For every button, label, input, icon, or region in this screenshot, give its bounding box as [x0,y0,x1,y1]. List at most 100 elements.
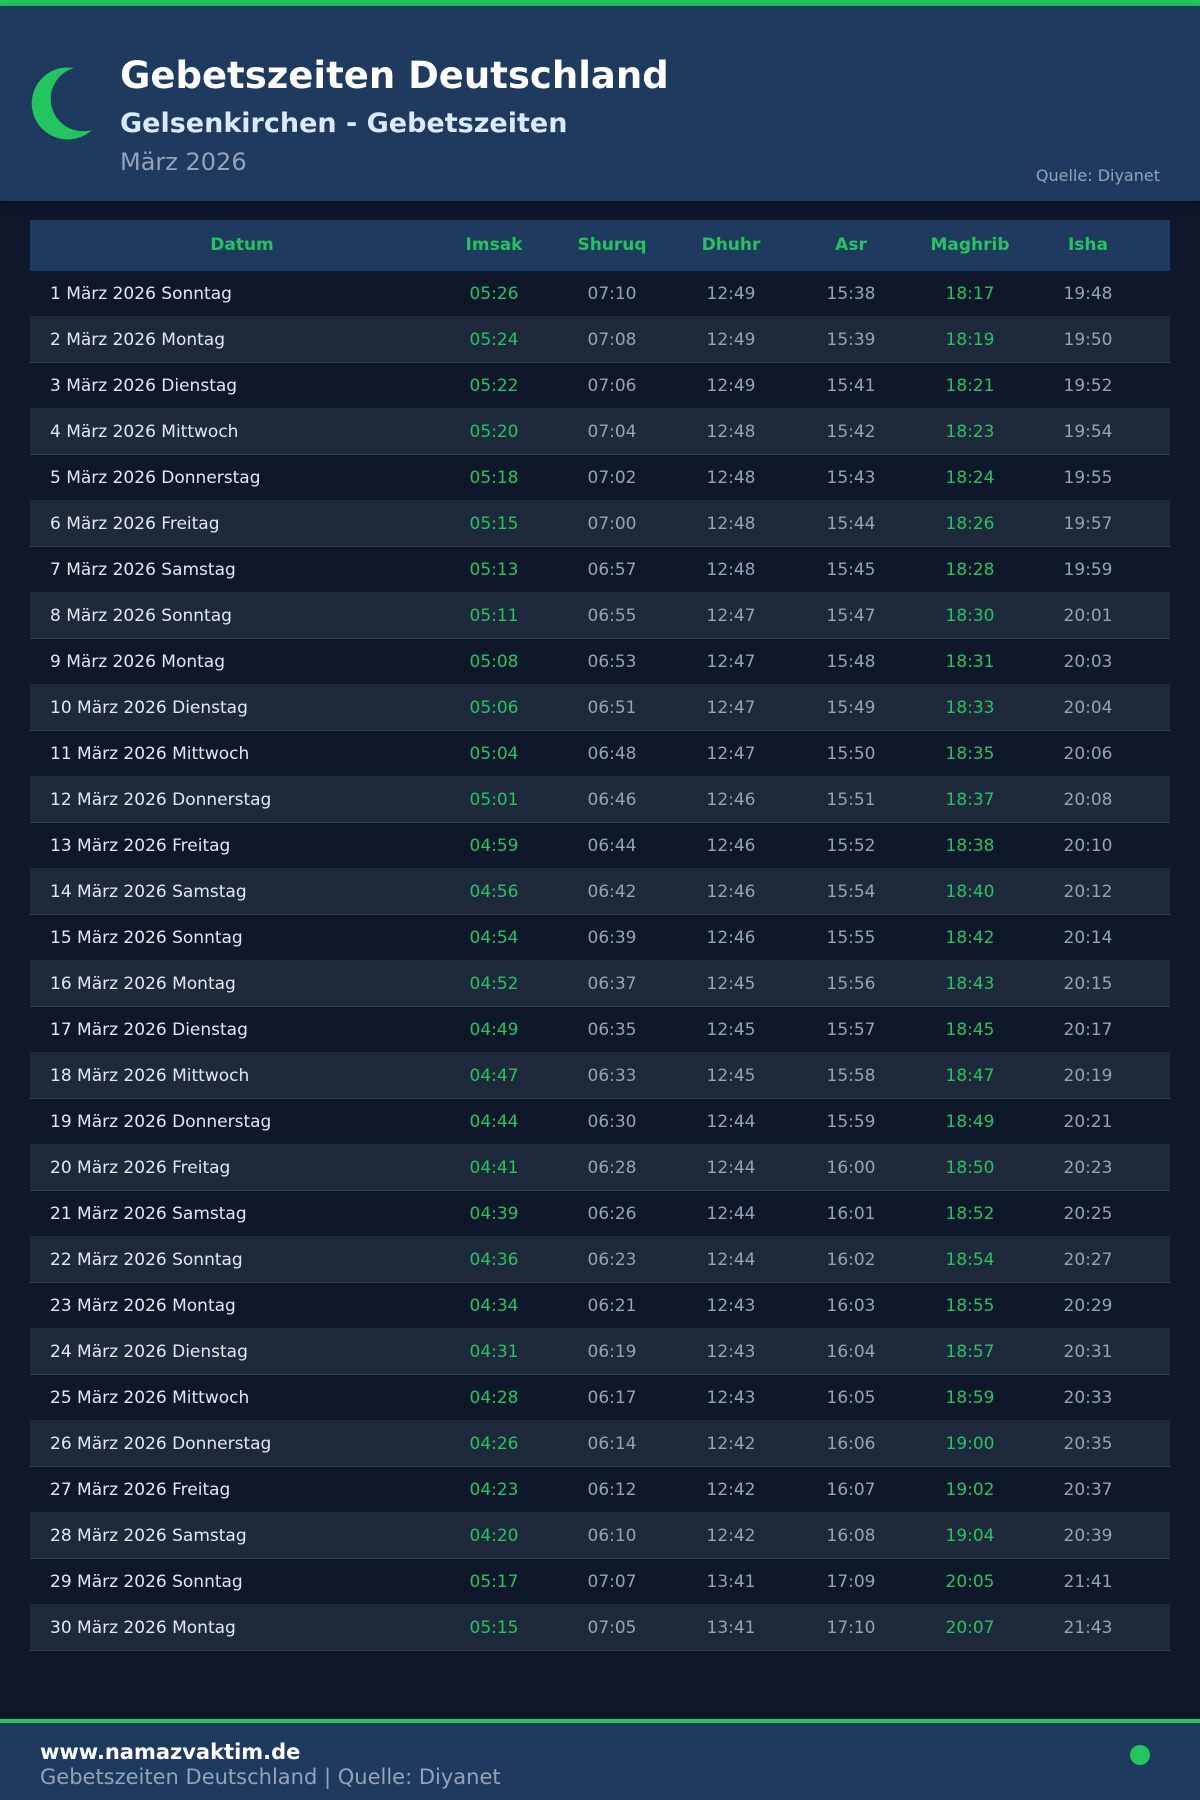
column-header-datum: Datum [210,235,274,255]
cell-asr: 15:43 [826,468,876,488]
cell-asr: 15:48 [826,652,876,672]
cell-asr: 15:56 [826,974,876,994]
cell-asr: 17:10 [826,1618,876,1638]
cell-asr: 15:47 [826,606,876,626]
cell-maghrib: 18:54 [945,1250,995,1270]
cell-asr: 16:00 [826,1158,876,1178]
crescent-moon-icon [31,67,92,140]
cell-isha: 21:43 [1063,1618,1113,1638]
column-header-isha: Isha [1067,235,1109,255]
cell-isha: 19:57 [1063,514,1113,534]
cell-isha: 20:35 [1063,1434,1113,1454]
cell-isha: 20:03 [1063,652,1113,672]
cell-isha: 20:37 [1063,1480,1113,1500]
cell-imsak: 04:36 [469,1250,519,1270]
cell-maghrib: 19:02 [945,1480,995,1500]
cell-asr: 16:03 [826,1296,876,1316]
cell-datum: 8 März 2026 Sonntag [50,606,232,626]
table-row: 7 März 2026 Samstag 05:13 06:57 12:48 15:45 1… [30,547,1170,593]
cell-imsak: 05:18 [469,468,519,488]
table-row: 16 März 2026 Montag 04:52 06:37 12:45 15:56 1… [30,961,1170,1007]
cell-datum: 9 März 2026 Montag [50,652,226,672]
cell-shuruq: 07:06 [587,376,637,396]
page-footer: www.namazvaktim.de Gebetszeiten Deutschl… [0,1723,1200,1800]
cell-imsak: 04:59 [469,836,519,856]
cell-asr: 15:41 [826,376,876,396]
footer-site-link[interactable]: www.namazvaktim.de [40,1740,301,1764]
cell-isha: 20:17 [1063,1020,1113,1040]
table-row: 26 März 2026 Donnerstag 04:26 06:14 12:42 16… [30,1421,1170,1467]
cell-isha: 20:12 [1063,882,1113,902]
cell-asr: 16:04 [826,1342,876,1362]
cell-datum: 23 März 2026 Montag [50,1296,236,1316]
table-row: 22 März 2026 Sonntag 04:36 06:23 12:44 16:02… [30,1237,1170,1283]
cell-imsak: 05:24 [469,330,519,350]
top-accent-bar [0,0,1200,6]
cell-maghrib: 18:26 [945,514,995,534]
table-row: 23 März 2026 Montag 04:34 06:21 12:43 16:03 1… [30,1283,1170,1329]
cell-maghrib: 20:05 [945,1572,995,1592]
cell-maghrib: 18:47 [945,1066,995,1086]
cell-maghrib: 18:38 [945,836,995,856]
cell-datum: 13 März 2026 Freitag [50,836,231,856]
cell-dhuhr: 12:44 [706,1112,756,1132]
cell-shuruq: 06:42 [587,882,637,902]
cell-maghrib: 18:42 [945,928,995,948]
cell-asr: 15:44 [826,514,876,534]
column-header-shuruq: Shuruq [577,235,647,255]
table-row: 30 März 2026 Montag 05:15 07:05 13:41 17:10 2… [30,1605,1170,1651]
cell-maghrib: 20:07 [945,1618,995,1638]
table-row: 5 März 2026 Donnerstag 05:18 07:02 12:48 15:… [30,455,1170,501]
cell-datum: 19 März 2026 Donnerstag [50,1112,272,1132]
cell-asr: 16:07 [826,1480,876,1500]
table-header: Datum Imsak Shuruq Dhuhr Asr Maghrib Isha [30,220,1170,271]
page-subtitle: Gelsenkirchen - Gebetszeiten [120,108,568,139]
cell-dhuhr: 12:43 [706,1342,756,1362]
cell-shuruq: 06:48 [587,744,637,764]
cell-asr: 15:42 [826,422,876,442]
cell-shuruq: 06:19 [587,1342,637,1362]
cell-imsak: 04:23 [469,1480,519,1500]
cell-datum: 11 März 2026 Mittwoch [50,744,250,764]
cell-imsak: 05:15 [469,1618,519,1638]
cell-asr: 15:55 [826,928,876,948]
cell-isha: 19:52 [1063,376,1113,396]
cell-maghrib: 18:57 [945,1342,995,1362]
cell-maghrib: 18:40 [945,882,995,902]
cell-dhuhr: 12:45 [706,1020,756,1040]
cell-dhuhr: 12:49 [706,376,756,396]
cell-isha: 20:23 [1063,1158,1113,1178]
cell-asr: 16:08 [826,1526,876,1546]
cell-datum: 22 März 2026 Sonntag [50,1250,243,1270]
cell-imsak: 04:41 [469,1158,519,1178]
cell-datum: 5 März 2026 Donnerstag [50,468,261,488]
cell-datum: 24 März 2026 Dienstag [50,1342,248,1362]
cell-dhuhr: 12:42 [706,1434,756,1454]
page-header: Gebetszeiten Deutschland Gelsenkirchen -… [0,6,1200,201]
cell-shuruq: 06:37 [587,974,637,994]
cell-isha: 20:19 [1063,1066,1113,1086]
table-row: 13 März 2026 Freitag 04:59 06:44 12:46 15:52… [30,823,1170,869]
cell-imsak: 04:47 [469,1066,519,1086]
cell-maghrib: 18:31 [945,652,995,672]
cell-shuruq: 07:05 [587,1618,637,1638]
cell-shuruq: 06:21 [587,1296,637,1316]
cell-asr: 15:50 [826,744,876,764]
cell-isha: 20:33 [1063,1388,1113,1408]
cell-imsak: 04:56 [469,882,519,902]
table-row: 14 März 2026 Samstag 04:56 06:42 12:46 15:54… [30,869,1170,915]
cell-asr: 16:05 [826,1388,876,1408]
cell-asr: 16:01 [826,1204,876,1224]
column-header-imsak: Imsak [465,235,523,255]
cell-dhuhr: 12:46 [706,882,756,902]
table-row: 28 März 2026 Samstag 04:20 06:10 12:42 16:08… [30,1513,1170,1559]
cell-imsak: 04:39 [469,1204,519,1224]
cell-maghrib: 18:28 [945,560,995,580]
cell-shuruq: 06:53 [587,652,637,672]
cell-asr: 15:45 [826,560,876,580]
column-header-asr: Asr [835,235,867,255]
cell-datum: 2 März 2026 Montag [50,330,226,350]
cell-shuruq: 07:07 [587,1572,637,1592]
cell-dhuhr: 12:47 [706,698,756,718]
cell-isha: 20:01 [1063,606,1113,626]
